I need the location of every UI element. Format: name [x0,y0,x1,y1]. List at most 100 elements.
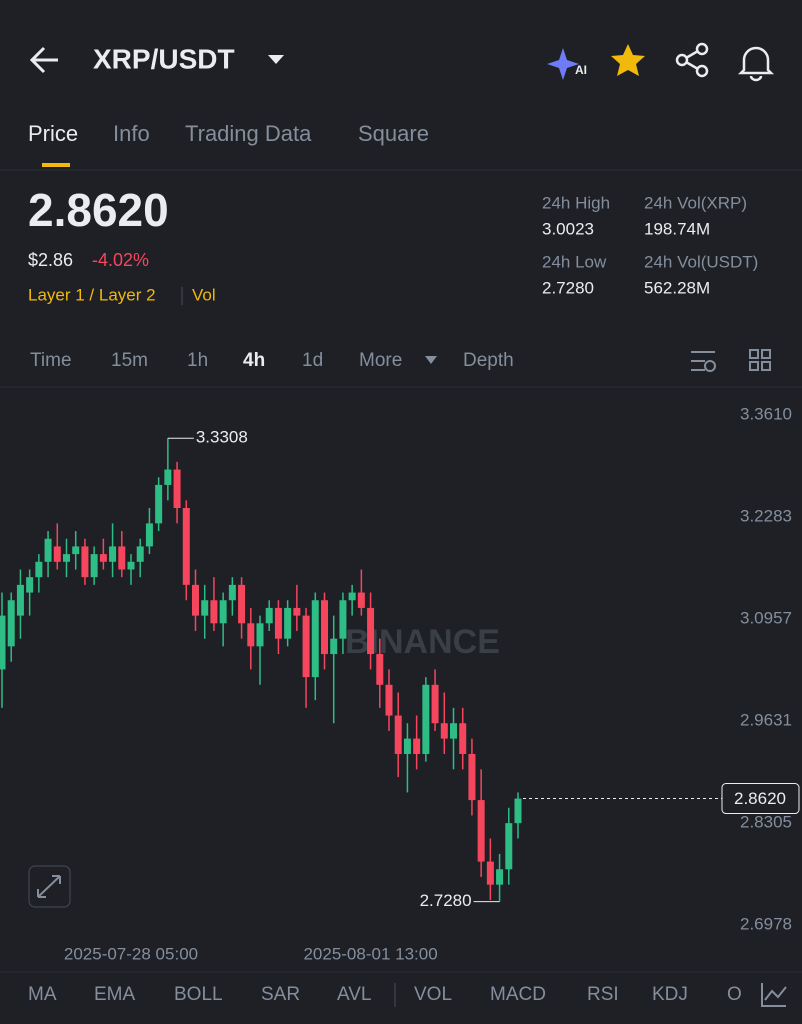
candle-body [357,592,365,608]
candle-body [210,600,218,624]
indicator[interactable]: MA [28,984,57,1005]
timeframe[interactable]: Time [30,350,72,371]
candle-body [256,623,264,647]
price-label-box [721,783,800,815]
indicator[interactable]: VOL [414,984,452,1005]
alert-bell[interactable] [737,46,775,82]
pair-dropdown[interactable] [268,55,284,64]
y-tick-label: 2.9631 [740,710,792,729]
back-button[interactable] [29,46,58,74]
ai-icon[interactable] [547,48,579,80]
y-tick-label: 2.6978 [740,914,792,933]
timeframe[interactable]: 1d [302,350,323,371]
price-label: 2.8620 [734,789,786,808]
more-dropdown[interactable] [425,356,437,364]
candle-body [505,823,513,870]
candle-body [228,584,236,601]
candle-body [63,554,70,562]
timeframe[interactable]: 4h [243,350,265,371]
candle-body [53,546,61,562]
tab[interactable]: Square [358,121,429,146]
x-tick-label: 2025-08-01 13:00 [303,944,437,963]
candle-body [81,546,89,578]
stat-label: 24h Vol(XRP) [644,193,747,212]
usd-price: $2.86 [28,250,73,270]
indicator[interactable]: KDJ [652,984,688,1005]
indicator[interactable]: AVL [337,984,372,1005]
stat-value: 2.7280 [542,278,594,297]
candle-body [44,538,52,562]
timeframe[interactable]: 1h [187,350,208,371]
stat-value: 562.28M [644,278,710,297]
candle-body [99,554,107,562]
candle-body [35,561,43,578]
tab[interactable]: Info [113,121,150,146]
candle-body [238,584,246,624]
candle-body [385,684,393,716]
indicator[interactable]: O [727,984,742,1005]
timeframe[interactable]: Depth [463,350,514,371]
chart-settings-icon[interactable] [691,351,716,372]
candle-body [265,607,273,624]
candle-body [468,753,476,801]
pair-title[interactable]: XRP/USDT [93,43,235,74]
tab[interactable]: Price [28,121,78,146]
indicator[interactable]: RSI [587,984,619,1005]
candle-body [16,584,24,616]
y-tick-label: 2.8305 [740,812,792,831]
candle-body [247,623,255,647]
y-tick-label: 3.2283 [740,506,792,525]
candle-body [302,615,310,678]
candle-body [7,600,15,647]
candle-body [192,584,199,616]
candle-body [330,638,338,655]
candle-body [459,723,467,754]
stat-label: 24h High [542,193,610,212]
candle-body [477,800,485,862]
tab-indicator [42,163,70,167]
candle-body [413,738,421,754]
tag[interactable]: Vol [192,285,216,304]
indicator[interactable]: MACD [490,984,546,1005]
candle-body [26,577,34,593]
candle-body [311,600,319,678]
candle-body [274,607,282,639]
candle-body [72,546,80,555]
layout-icon[interactable] [749,349,771,371]
indicator[interactable]: BOLL [174,984,223,1005]
candle-body [0,615,6,670]
timeframe[interactable]: 15m [111,350,148,371]
candle-body [136,546,144,562]
candle-body [127,561,135,570]
timeframe[interactable]: More [359,350,402,371]
indicator[interactable]: SAR [261,984,300,1005]
candle-body [450,723,457,739]
favorite-star[interactable] [611,44,645,76]
low-label: 2.7280 [420,891,472,910]
candle-body [367,607,375,655]
tab[interactable]: Trading Data [185,121,312,146]
stat-label: 24h Low [542,252,607,271]
candle-body [109,546,117,562]
indicator[interactable]: EMA [94,984,136,1005]
candle-body [293,607,301,616]
candle-body [514,798,522,824]
candle-body [422,684,430,754]
candle-body [496,869,504,885]
y-tick-label: 3.3610 [740,404,792,423]
candle-body [173,469,181,508]
candle-body [201,600,209,616]
candle-body [164,469,172,485]
candle-body [348,592,356,601]
indicator-settings[interactable] [761,983,787,1007]
candle-body [155,484,163,524]
expand-button[interactable] [28,865,71,908]
candle-body [403,738,411,754]
expand-icon [37,875,61,898]
last-price: 2.8620 [28,184,169,236]
candle-body [321,600,328,655]
tag[interactable]: Layer 1 / Layer 2 [28,285,156,304]
share-icon[interactable] [675,42,709,78]
